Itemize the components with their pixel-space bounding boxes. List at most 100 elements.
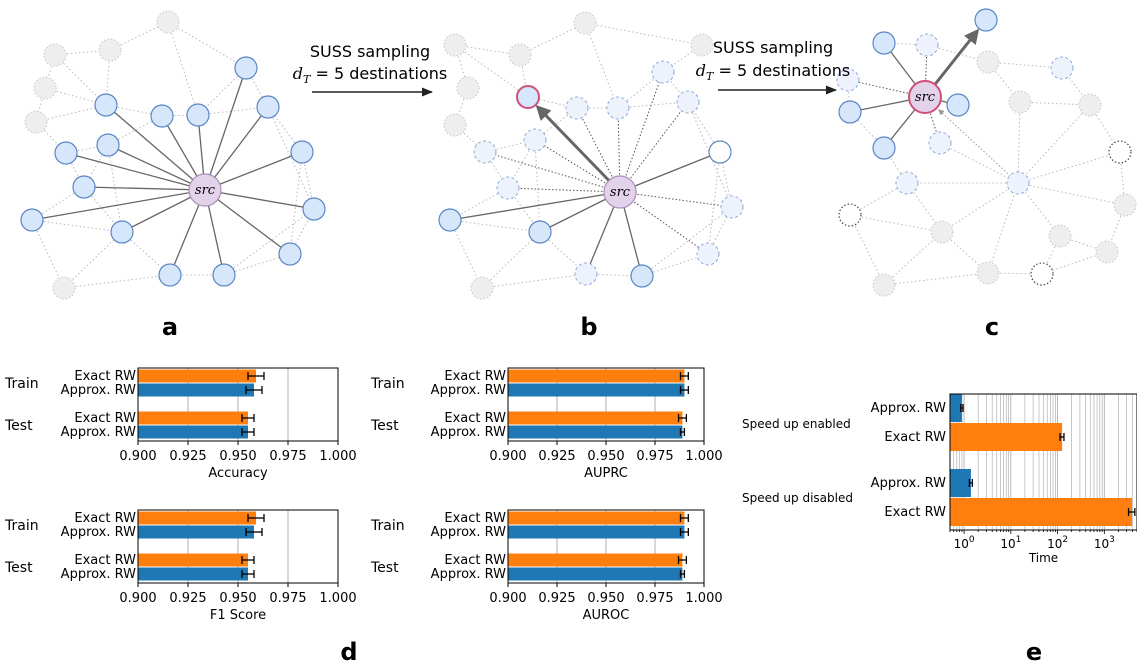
graph-edge-dotted [519, 22, 586, 56]
graph-edge-solid [204, 67, 247, 191]
graph-edge-sampled [484, 151, 621, 193]
graph-node [290, 140, 314, 164]
graph-edge-solid [204, 151, 303, 191]
bar [950, 423, 1063, 451]
graph-edge-dotted [849, 182, 908, 216]
group-label: Speed up enabled [742, 417, 851, 431]
graph-node [508, 43, 532, 67]
graph-edge-sampled [619, 191, 733, 208]
graph-edge-dotted [449, 187, 509, 221]
x-axis-label: AUPRC [584, 466, 628, 481]
bar-label: Exact RW [74, 511, 136, 526]
graph-node [33, 76, 57, 100]
tick-label: 0.925 [538, 591, 575, 606]
tick-label: 0.950 [587, 449, 624, 464]
graph-node [690, 33, 714, 57]
graph-node [24, 110, 48, 134]
graph-node [720, 195, 744, 219]
graph-node [976, 50, 1000, 74]
arrow-2-title: SUSS sampling [713, 38, 833, 57]
tick-label: 0.950 [587, 591, 624, 606]
graph-edge-sampled [619, 191, 709, 255]
group-label: Test [370, 560, 399, 576]
graph-edge-sampled [619, 71, 664, 193]
tick-label: 0.975 [636, 449, 673, 464]
tick-label: 0.925 [169, 591, 206, 606]
bar [138, 383, 254, 397]
tick-label: 0.900 [489, 449, 526, 464]
graph-node [872, 136, 896, 160]
graph-edge-dotted [449, 219, 541, 233]
arrow-2-eq: = 5 [713, 61, 747, 80]
graph-edge-solid [204, 189, 315, 210]
graph-node [256, 95, 280, 119]
graph-node [98, 38, 122, 62]
graph-node [443, 113, 467, 137]
graph-panel-b: src [438, 11, 744, 300]
x-axis-label: AUROC [583, 608, 630, 623]
arrow-2-math: d [696, 61, 706, 80]
graph-node [838, 100, 862, 124]
graph-node [838, 203, 862, 227]
tick-label: 0.900 [119, 591, 156, 606]
bar-label: Approx. RW [431, 525, 506, 540]
graph-node [54, 141, 78, 165]
graph-node [158, 263, 182, 287]
bar-label: Exact RW [444, 553, 506, 568]
bar-label: Exact RW [444, 369, 506, 384]
arrow-2-sub: T [706, 70, 715, 83]
graph-edge-dotted [1017, 151, 1121, 184]
bar [508, 553, 683, 567]
graph-edge-dotted [1017, 104, 1091, 184]
graph-edge-dotted [167, 21, 247, 69]
graph-edge-dotted [481, 273, 587, 289]
panel-letter-a: a [162, 313, 178, 341]
bar [508, 369, 685, 383]
graph-edge-dotted [707, 151, 721, 255]
graph-node [574, 262, 598, 286]
tick-label: 0.950 [219, 591, 256, 606]
tick-label: 0.975 [269, 449, 306, 464]
graph-panel-a: src [20, 10, 326, 300]
graph-edge-dotted [65, 144, 109, 154]
graph-edge-dotted [1041, 251, 1108, 275]
group-label: Test [4, 418, 33, 434]
graph-node [110, 220, 134, 244]
graph-edge-dotted [849, 214, 885, 286]
graph-node [895, 171, 919, 195]
bar-label: Exact RW [444, 511, 506, 526]
bar [138, 411, 248, 425]
source-node-label: src [610, 185, 631, 200]
x-axis-label: Time [1028, 551, 1058, 565]
graph-node [302, 197, 326, 221]
graph-edge-previous-step [938, 109, 1019, 184]
bar [138, 425, 248, 439]
source-node [188, 173, 222, 207]
graph-edge-dotted [849, 214, 943, 233]
group-label: Train [370, 518, 405, 534]
graph-node [836, 68, 860, 92]
graph-node [523, 128, 547, 152]
bar [138, 567, 248, 581]
graph-edge-dotted [31, 219, 123, 233]
tick-label: 102 [1047, 535, 1068, 551]
graph-edge-solid [204, 106, 269, 191]
bar [950, 469, 971, 497]
graph-edge-dotted [941, 182, 1019, 233]
arrow-2-subtitle: dT = 5 destinations [696, 61, 850, 83]
tick-label: 0.975 [636, 591, 673, 606]
arrow-1-rest: destinations [344, 64, 447, 83]
arrow-1-title: SUSS sampling [310, 42, 430, 61]
graph-node [516, 85, 540, 109]
group-label: Speed up disabled [742, 491, 853, 505]
source-node-label: src [915, 90, 936, 105]
graph-node [696, 242, 720, 266]
graph-edge-dotted [1041, 235, 1061, 275]
graph-edge-dotted [31, 219, 65, 289]
tick-label: 1.000 [319, 449, 356, 464]
bar-label: Approx. RW [431, 383, 506, 398]
graph-edge-dotted [534, 139, 541, 233]
